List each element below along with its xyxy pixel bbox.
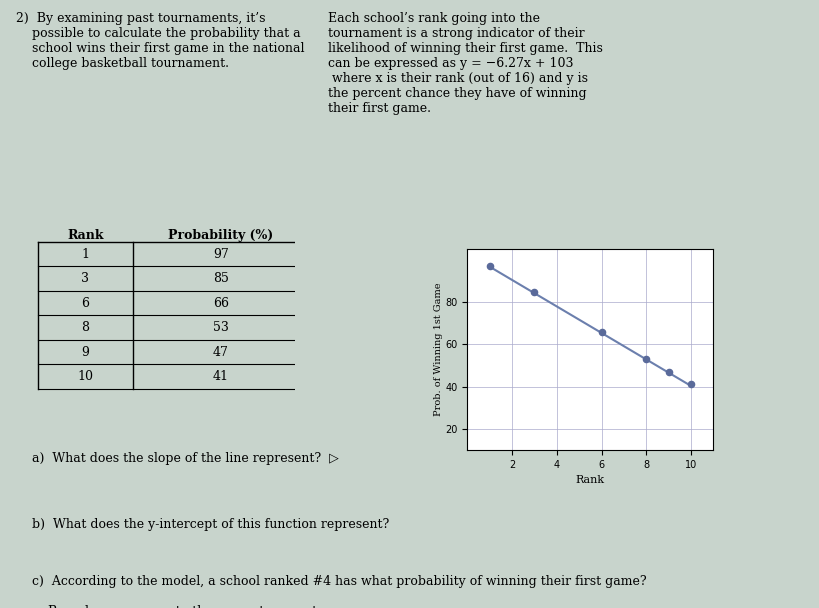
Point (527, 286, 541, 296)
Point (639, 354, 652, 364)
Text: 6: 6 (81, 297, 89, 309)
X-axis label: Rank: Rank (575, 475, 604, 485)
Text: b)  What does the y-intercept of this function represent?: b) What does the y-intercept of this fun… (32, 517, 389, 531)
Point (684, 379, 697, 389)
Text: 8: 8 (81, 321, 89, 334)
Text: 47: 47 (213, 345, 229, 359)
Text: 41: 41 (212, 370, 229, 383)
Text: c)  According to the model, a school ranked #4 has what probability of winning t: c) According to the model, a school rank… (32, 575, 646, 588)
Point (595, 326, 608, 336)
Text: 66: 66 (212, 297, 229, 309)
Text: 2)  By examining past tournaments, it’s
    possible to calculate the probabilit: 2) By examining past tournaments, it’s p… (16, 12, 305, 70)
Text: 10: 10 (77, 370, 93, 383)
Text: Each school’s rank going into the
tournament is a strong indicator of their
like: Each school’s rank going into the tourna… (328, 12, 602, 115)
Point (482, 261, 495, 271)
Y-axis label: Prob. of Winning 1st Game: Prob. of Winning 1st Game (433, 283, 442, 416)
Point (661, 367, 674, 376)
Text: 9: 9 (81, 345, 89, 359)
Text: Probability (%): Probability (%) (168, 229, 273, 242)
Text: 1: 1 (81, 247, 89, 261)
Text: 3: 3 (81, 272, 89, 285)
Text: 53: 53 (213, 321, 229, 334)
Text: 97: 97 (213, 247, 229, 261)
Text: 85: 85 (213, 272, 229, 285)
Text: Rank: Rank (67, 229, 104, 242)
Text: Round your answer to the nearest percent.: Round your answer to the nearest percent… (32, 605, 321, 608)
Text: a)  What does the slope of the line represent?  ▷: a) What does the slope of the line repre… (32, 452, 338, 465)
